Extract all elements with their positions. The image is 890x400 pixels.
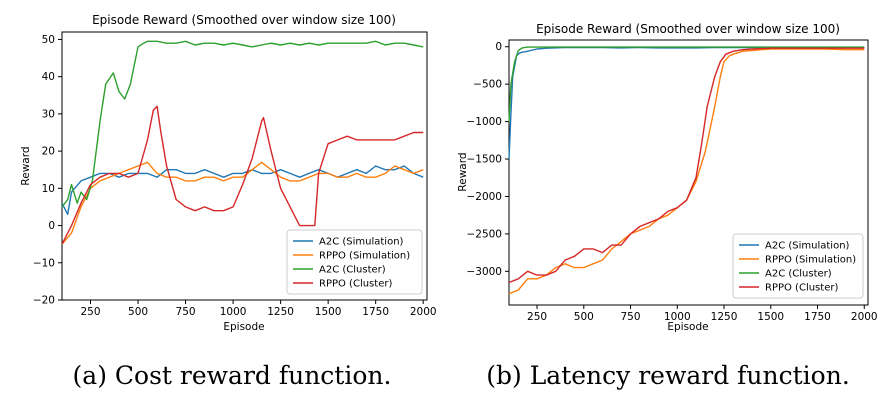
y-tick-label: −3000 — [466, 266, 502, 278]
panel-b-series — [508, 46, 865, 295]
panel-a-legend: A2C (Simulation) RPPO (Simulation) A2C (Cl… — [286, 229, 423, 295]
panel-b-legend: A2C (Simulation) RPPO (Simulation) A2C (Cl… — [732, 233, 864, 299]
legend-entry: A2C (Simulation) — [765, 241, 850, 252]
legend-box — [286, 229, 423, 295]
y-tick-label: 20 — [42, 146, 55, 158]
y-tick-label: 0 — [48, 220, 55, 232]
series-line-rppo-simulation — [508, 48, 865, 295]
y-tick-label: 40 — [42, 71, 55, 83]
panel-a-y-ticks: −20 −10 0 10 20 30 40 50 — [33, 34, 62, 307]
legend-entry: RPPO (Simulation) — [319, 251, 410, 262]
x-tick-label: 500 — [128, 306, 148, 318]
y-tick-label: −20 — [33, 295, 55, 307]
legend-entry: RPPO (Simulation) — [765, 255, 856, 266]
panel-b-xlabel: Episode — [667, 321, 708, 333]
legend-entry: RPPO (Cluster) — [319, 279, 392, 290]
series-line-a2c-cluster — [508, 46, 865, 122]
y-tick-label: −500 — [473, 79, 502, 91]
panel-b-title: Episode Reward (Smoothed over window siz… — [536, 22, 840, 36]
panel-a-x-ticks: 250 500 750 1000 1250 1500 1750 2000 — [80, 300, 437, 318]
x-tick-label: 2000 — [410, 306, 437, 318]
y-tick-label: 0 — [495, 41, 502, 53]
x-tick-label: 1500 — [757, 311, 784, 323]
panel-a-xlabel: Episode — [223, 321, 264, 333]
y-tick-label: −2000 — [466, 191, 502, 203]
legend-entry: A2C (Cluster) — [319, 265, 386, 276]
panel-a: Episode Reward (Smoothed over window siz… — [20, 13, 437, 390]
x-tick-label: 250 — [527, 311, 547, 323]
series-line-rppo-cluster — [508, 47, 865, 284]
x-tick-label: 1250 — [267, 306, 294, 318]
series-line-a2c-simulation — [508, 46, 865, 160]
y-tick-label: 30 — [42, 108, 55, 120]
panel-b-x-ticks: 250 500 750 1000 1250 1500 1750 2000 — [527, 305, 878, 323]
x-tick-label: 750 — [176, 306, 196, 318]
x-tick-label: 1500 — [315, 306, 342, 318]
x-tick-label: 1750 — [362, 306, 389, 318]
x-tick-label: 250 — [80, 306, 100, 318]
legend-box — [732, 233, 864, 299]
series-line-rppo-simulation — [61, 161, 424, 245]
y-tick-label: −10 — [33, 257, 55, 269]
y-tick-label: −1000 — [466, 116, 502, 128]
x-tick-label: 750 — [621, 311, 641, 323]
x-tick-label: 500 — [574, 311, 594, 323]
panel-a-caption: (a) Cost reward function. — [73, 361, 392, 390]
y-tick-label: −2500 — [466, 228, 502, 240]
legend-entry: A2C (Cluster) — [765, 269, 832, 280]
panel-a-plot-frame — [61, 31, 428, 301]
panel-a-title: Episode Reward (Smoothed over window siz… — [92, 13, 396, 27]
panel-a-ylabel: Reward — [20, 146, 32, 185]
x-tick-label: 1000 — [664, 311, 691, 323]
y-tick-label: 10 — [42, 183, 55, 195]
x-tick-label: 2000 — [851, 311, 878, 323]
panel-b: Episode Reward (Smoothed over window siz… — [457, 22, 878, 390]
panel-b-ylabel: Reward — [457, 152, 469, 191]
series-line-a2c-cluster — [61, 40, 424, 208]
x-tick-label: 1750 — [804, 311, 831, 323]
series-line-rppo-cluster — [61, 105, 424, 245]
panel-b-caption: (b) Latency reward function. — [486, 361, 850, 390]
legend-entry: A2C (Simulation) — [319, 237, 404, 248]
panel-b-plot-frame — [508, 39, 869, 306]
x-tick-label: 1250 — [711, 311, 738, 323]
y-tick-label: 50 — [42, 34, 55, 46]
panel-a-series — [61, 40, 424, 245]
y-tick-label: −1500 — [466, 154, 502, 166]
x-tick-label: 1000 — [220, 306, 247, 318]
legend-entry: RPPO (Cluster) — [765, 283, 838, 294]
panel-b-y-ticks: 0 −500 −1000 −1500 −2000 −2500 −3000 — [466, 41, 509, 278]
